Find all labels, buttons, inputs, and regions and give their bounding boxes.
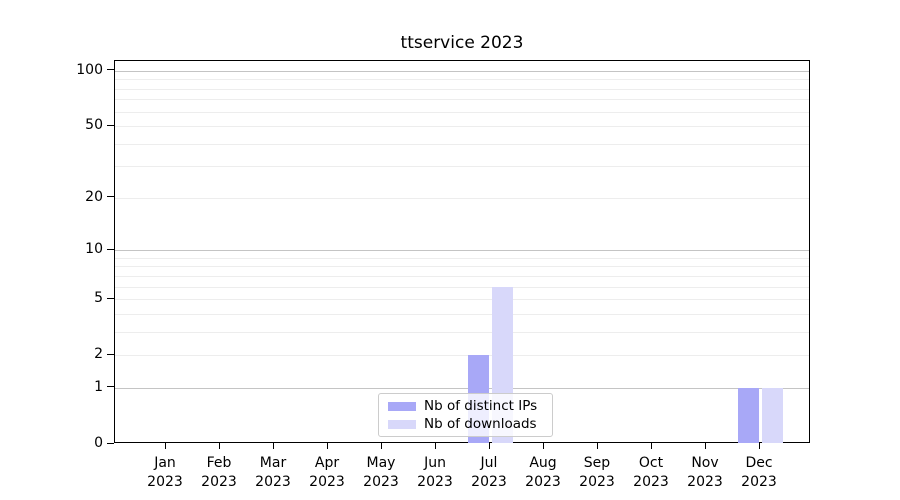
gridline-minor	[115, 286, 809, 288]
gridline-minor	[115, 166, 809, 168]
y-tick-label: 50	[85, 117, 103, 134]
y-tick-label: 20	[85, 188, 103, 205]
x-tick-mark	[704, 443, 706, 449]
gridline-minor	[115, 355, 809, 357]
gridline-minor	[115, 266, 809, 268]
y-tick-mark	[107, 386, 114, 388]
legend-label: Nb of downloads	[424, 416, 537, 432]
x-tick-label: Feb 2023	[201, 455, 237, 490]
gridline-major	[115, 250, 809, 252]
y-tick-mark	[107, 442, 114, 444]
gridline-minor	[115, 299, 809, 301]
x-tick-mark	[434, 443, 436, 449]
y-tick-mark	[107, 297, 114, 299]
legend-swatch-downloads	[388, 419, 416, 429]
gridline-minor	[115, 143, 809, 145]
gridline-minor	[115, 88, 809, 90]
y-tick-mark	[107, 196, 114, 198]
chart-title: ttservice 2023	[400, 33, 524, 53]
gridline-major	[115, 70, 809, 72]
y-tick-mark	[107, 248, 114, 250]
gridline-minor	[115, 126, 809, 128]
gridline-major	[115, 387, 809, 389]
x-tick-mark	[758, 443, 760, 449]
legend-entry: Nb of downloads	[388, 416, 543, 432]
x-tick-mark	[488, 443, 490, 449]
gridline-minor	[115, 257, 809, 259]
gridline-minor	[115, 331, 809, 333]
x-tick-mark	[596, 443, 598, 449]
y-tick-label: 100	[76, 61, 103, 78]
y-tick-mark	[107, 69, 114, 71]
y-tick-label: 1	[94, 378, 103, 395]
x-tick-label: Apr 2023	[309, 455, 345, 490]
gridline-minor	[115, 197, 809, 199]
plot-area	[114, 60, 810, 443]
x-tick-label: Nov 2023	[687, 455, 723, 490]
x-tick-mark	[326, 443, 328, 449]
x-tick-label: Jun 2023	[417, 455, 453, 490]
x-tick-label: Aug 2023	[525, 455, 561, 490]
x-tick-label: Sep 2023	[579, 455, 615, 490]
x-tick-label: Oct 2023	[633, 455, 669, 490]
y-tick-mark	[107, 353, 114, 355]
x-tick-mark	[272, 443, 274, 449]
x-tick-mark	[542, 443, 544, 449]
legend-label: Nb of distinct IPs	[424, 398, 538, 414]
x-tick-mark	[164, 443, 166, 449]
x-tick-label: Jul 2023	[471, 455, 507, 490]
legend: Nb of distinct IPs Nb of downloads	[378, 393, 553, 437]
x-tick-mark	[218, 443, 220, 449]
gridline-minor	[115, 313, 809, 315]
x-tick-label: Jan 2023	[147, 455, 183, 490]
y-tick-label: 0	[94, 435, 103, 451]
legend-entry: Nb of distinct IPs	[388, 398, 543, 414]
x-tick-label: May 2023	[363, 455, 399, 490]
y-tick-mark	[107, 124, 114, 126]
gridline-minor	[115, 99, 809, 101]
gridline-minor	[115, 275, 809, 277]
legend-swatch-distinct-ips	[388, 401, 416, 411]
x-tick-label: Dec 2023	[741, 455, 777, 490]
y-tick-label: 2	[94, 346, 103, 363]
x-tick-label: Mar 2023	[255, 455, 291, 490]
gridline-minor	[115, 111, 809, 113]
gridline-minor	[115, 79, 809, 81]
y-tick-label: 10	[85, 241, 103, 258]
bar-downloads-dec	[761, 387, 783, 443]
y-tick-label: 5	[94, 290, 103, 307]
x-tick-mark	[650, 443, 652, 449]
x-tick-mark	[380, 443, 382, 449]
bar-distinct-ips-dec	[737, 387, 759, 443]
